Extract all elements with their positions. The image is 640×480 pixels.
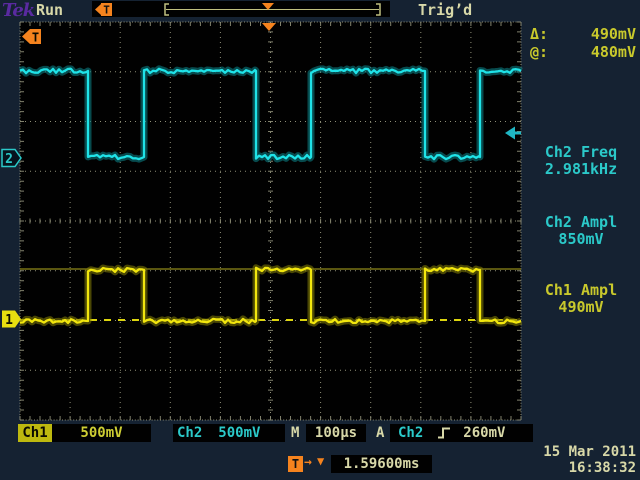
cursor-at-label: @: [530,43,549,61]
record-trigger-position-icon [262,3,274,10]
horizontal-trigger-icon: T [95,3,112,17]
date-label: 15 Mar 2011 [543,444,636,460]
ch1-scale-readout: 500mV [52,424,151,442]
measurement-ch2-ampl: Ch2 Ampl 850mV [524,214,638,248]
measurement-value: 2.981kHz [544,160,618,178]
cursor-delta-label: Δ: [530,25,549,43]
measurement-label: Ch1 Ampl [544,281,618,299]
trigger-position-marker-icon: T [22,29,41,45]
ch2-label: Ch2 [177,425,203,441]
ch2-scale-readout: Ch2 500mV [173,424,285,442]
arrow-right-icon: → [304,455,312,470]
time-label: 16:38:32 [568,460,636,476]
measurement-label: Ch2 Ampl [544,213,618,231]
timebase-value: 100µs [314,425,358,441]
measurement-value: 490mV [558,298,604,316]
trigger-level-arrow-icon [505,126,521,140]
cursor-at-value: 480mV [590,43,636,61]
ch1-badge: Ch1 [18,424,52,442]
trigger-delay-readout: 1.59600ms [331,455,432,473]
record-window-brackets [164,3,381,16]
acquisition-status: Run [36,1,64,19]
trigger-level-value: 260mV [463,425,506,441]
down-triangle-icon: ▼ [317,454,325,468]
trigger-status: Trig’d [418,1,473,19]
trigger-time-marker-icon [262,23,276,31]
svg-text:1: 1 [5,313,13,328]
ch1-scale-value: 500mV [80,425,123,441]
timebase-label: M [291,425,300,441]
measurement-ch1-ampl: Ch1 Ampl 490mV [524,282,638,316]
trigger-mode-label: A [376,425,385,441]
cursor-at-readout: @: 480mV [530,43,636,61]
svg-text:T: T [103,4,110,17]
record-view-bar: T [92,1,390,17]
trigger-delay-t-icon: T [288,456,303,472]
tek-logo: Tek [2,0,35,21]
ch1-ground-marker: 1 [2,310,21,328]
cursor-delta-readout: Δ: 490mV [530,25,636,43]
svg-text:T: T [32,31,39,45]
cursor-delta-value: 490mV [590,25,636,43]
ch2-scale-value: 500mV [218,425,261,441]
measurement-ch2-freq: Ch2 Freq 2.981kHz [524,144,638,178]
measurement-label: Ch2 Freq [544,143,618,161]
trigger-readout: Ch2 260mV [390,424,533,442]
ch2-ground-marker: 2 [1,148,22,168]
rising-slope-icon [438,427,451,439]
svg-text:2: 2 [5,152,13,167]
timebase-readout: 100µs [306,424,366,442]
trigger-delay-value: 1.59600ms [343,456,420,472]
trigger-source: Ch2 [398,425,424,441]
measurement-value: 850mV [558,230,604,248]
